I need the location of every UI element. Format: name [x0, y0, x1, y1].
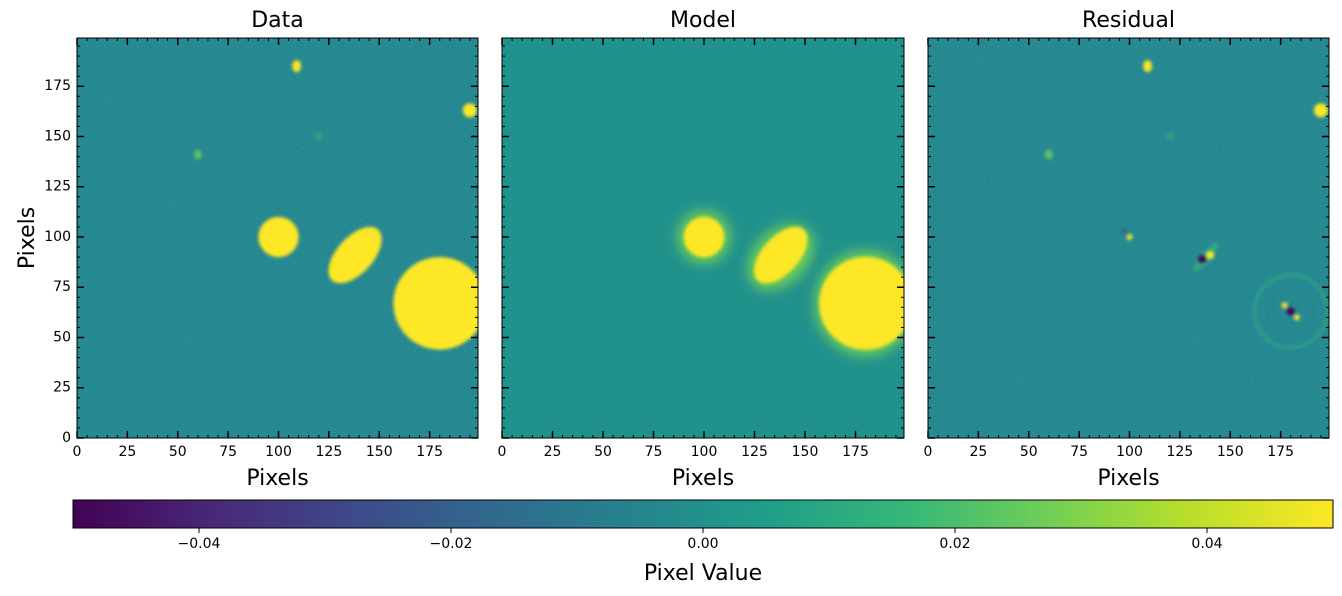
colorbar-label: Pixel Value [644, 561, 762, 586]
x-tick-label: 75 [1070, 444, 1088, 460]
colorbar-tick-label: −0.02 [430, 536, 473, 552]
x-tick-label: 100 [265, 444, 292, 460]
x-axis-label: Pixels [246, 466, 308, 491]
image [928, 38, 1329, 438]
source [819, 256, 904, 350]
image [502, 38, 904, 438]
axes-frame [76, 37, 479, 439]
axes-frame [501, 37, 905, 439]
source [462, 103, 477, 118]
source [754, 226, 808, 284]
panel-title: Data [251, 8, 304, 33]
colorbar-tick-label: −0.04 [178, 536, 221, 552]
image [77, 38, 478, 438]
source [1286, 307, 1295, 316]
source [1126, 233, 1133, 241]
source [1044, 149, 1053, 160]
x-axis-label: Pixels [1097, 466, 1159, 491]
source [314, 132, 323, 141]
source [683, 216, 725, 258]
source [1313, 103, 1328, 118]
source [292, 60, 302, 73]
panel-title: Residual [1082, 8, 1175, 33]
y-axis-label: Pixels [15, 207, 40, 269]
axes-frame [927, 37, 1330, 439]
y-tick-label: 100 [44, 229, 71, 245]
x-tick-label: 0 [73, 444, 82, 460]
x-tick-label: 150 [792, 444, 819, 460]
source [1293, 314, 1300, 321]
source [193, 149, 202, 160]
x-tick-label: 125 [1167, 444, 1194, 460]
x-tick-label: 25 [544, 444, 562, 460]
x-tick-label: 0 [498, 444, 507, 460]
y-tick-label: 25 [53, 380, 71, 396]
source [1206, 251, 1215, 260]
source [1281, 302, 1288, 309]
x-tick-label: 0 [924, 444, 933, 460]
source [1143, 60, 1153, 73]
y-tick-label: 125 [44, 179, 71, 195]
colorbar-tick-label: 0.02 [939, 536, 970, 552]
source [1165, 132, 1174, 141]
source [258, 216, 299, 258]
x-tick-label: 50 [169, 444, 187, 460]
x-tick-label: 25 [969, 444, 987, 460]
x-tick-label: 150 [366, 444, 393, 460]
source [1193, 242, 1219, 272]
x-tick-label: 150 [1217, 444, 1244, 460]
y-tick-label: 175 [44, 78, 71, 94]
colorbar-tick-label: 0.04 [1191, 536, 1222, 552]
source [1120, 227, 1127, 234]
x-tick-label: 125 [741, 444, 768, 460]
x-tick-label: 50 [594, 444, 612, 460]
x-tick-label: 175 [1267, 444, 1294, 460]
x-tick-label: 175 [842, 444, 869, 460]
residual-ring [1267, 287, 1315, 336]
colorbar-tick-label: 0.00 [687, 536, 718, 552]
x-tick-label: 100 [691, 444, 718, 460]
y-tick-label: 75 [53, 279, 71, 295]
x-tick-label: 75 [219, 444, 237, 460]
source [328, 226, 382, 284]
source [1198, 255, 1207, 264]
source [393, 256, 478, 350]
y-tick-label: 150 [44, 128, 71, 144]
x-tick-label: 175 [416, 444, 443, 460]
y-tick-label: 50 [53, 329, 71, 345]
x-tick-label: 50 [1020, 444, 1038, 460]
panel-title: Model [670, 8, 736, 33]
residual-ring [1252, 273, 1329, 350]
y-tick-label: 0 [62, 430, 71, 446]
x-axis-label: Pixels [672, 466, 734, 491]
colorbar [72, 499, 1334, 529]
x-tick-label: 25 [118, 444, 136, 460]
x-tick-label: 75 [645, 444, 663, 460]
x-tick-label: 125 [316, 444, 343, 460]
x-tick-label: 100 [1116, 444, 1143, 460]
